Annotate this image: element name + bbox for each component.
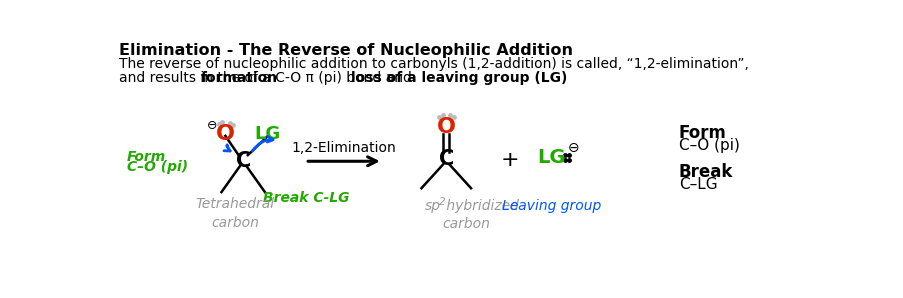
Text: hybridized
carbon: hybridized carbon <box>442 199 518 232</box>
Text: O: O <box>216 124 235 144</box>
Text: C: C <box>236 151 250 171</box>
Text: sp: sp <box>424 199 440 213</box>
Text: ⊖: ⊖ <box>567 141 579 155</box>
Text: and results in the: and results in the <box>119 71 245 85</box>
Text: C: C <box>438 149 453 169</box>
Text: Tetrahedral
carbon: Tetrahedral carbon <box>196 198 275 230</box>
Text: LG: LG <box>255 125 281 143</box>
Text: +: + <box>500 150 518 170</box>
Text: The reverse of nucleophilic addition to carbonyls (1,2-addition) is called, “1,2: The reverse of nucleophilic addition to … <box>119 57 749 71</box>
Text: 2: 2 <box>438 197 444 207</box>
Text: Form: Form <box>678 124 726 142</box>
Text: of a C-O π (pi) bond and: of a C-O π (pi) bond and <box>239 71 415 85</box>
Text: Form: Form <box>126 150 166 164</box>
Text: C–O (pi): C–O (pi) <box>126 161 188 175</box>
Text: Elimination - The Reverse of Nucleophilic Addition: Elimination - The Reverse of Nucleophili… <box>119 44 573 58</box>
Text: ⊖: ⊖ <box>207 119 218 132</box>
Text: loss of a leaving group (LG): loss of a leaving group (LG) <box>351 71 567 85</box>
Text: C–LG: C–LG <box>678 177 717 192</box>
Text: C–O (pi): C–O (pi) <box>678 138 739 153</box>
Text: Leaving group: Leaving group <box>501 199 600 213</box>
Text: formation: formation <box>200 71 278 85</box>
Text: Break C-LG: Break C-LG <box>262 190 349 204</box>
Text: Break: Break <box>678 163 732 181</box>
Text: LG: LG <box>536 148 565 167</box>
Text: 1,2-Elimination: 1,2-Elimination <box>292 141 396 155</box>
Text: O: O <box>436 117 455 136</box>
